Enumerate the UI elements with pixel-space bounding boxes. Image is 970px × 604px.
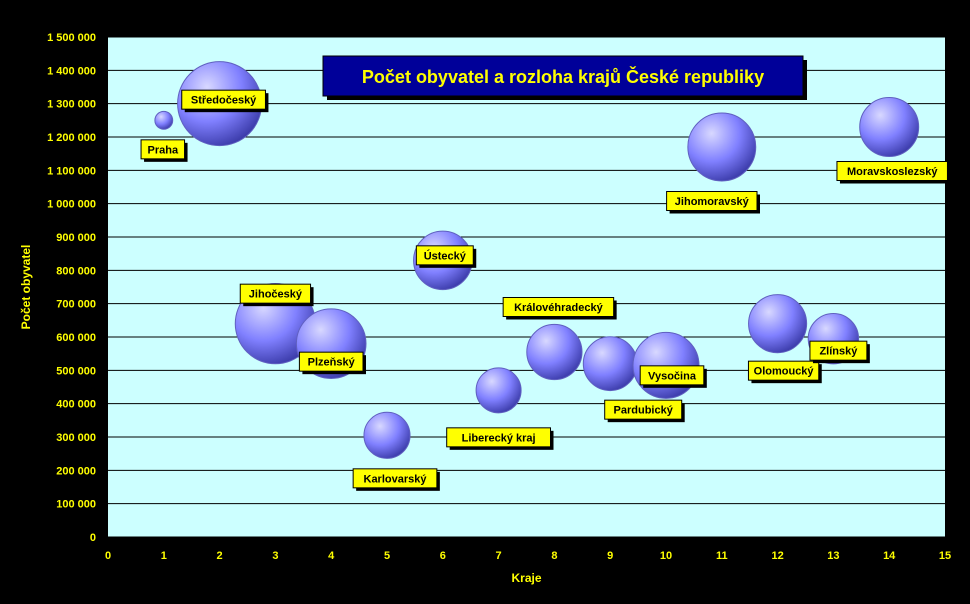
bubble-label: Liberecký kraj — [446, 427, 554, 450]
bubble-label-box — [502, 297, 615, 317]
y-tick-label: 1 200 000 — [47, 132, 96, 144]
bubble-label-text: Praha — [148, 144, 179, 156]
chart-title-background — [322, 55, 804, 97]
x-tick-label: 11 — [716, 550, 728, 562]
bubble-label-text: Královéhradecký — [514, 302, 604, 314]
bubble — [154, 110, 174, 130]
x-tick-label: 5 — [384, 550, 390, 562]
y-tick-label: 800 000 — [56, 265, 96, 277]
bubble — [687, 112, 757, 182]
x-tick-label: 8 — [551, 550, 557, 562]
bubble — [526, 323, 583, 381]
bubble-label: Vysočina — [639, 365, 707, 388]
bubble-label-box — [836, 161, 948, 181]
bubble-label: Karlovarský — [352, 468, 440, 491]
y-tick-label: 0 — [90, 532, 96, 544]
y-tick-label: 700 000 — [56, 299, 96, 311]
bubble-label-box — [639, 365, 705, 386]
bubble — [363, 411, 411, 459]
bubble-label: Praha — [140, 139, 188, 162]
x-tick-label: 9 — [607, 550, 613, 562]
bubble-label-box — [604, 399, 683, 420]
x-tick-label: 2 — [217, 550, 223, 562]
bubble — [748, 294, 808, 354]
bubble-label: Olomoucký — [747, 360, 822, 384]
bubble-label: Pardubický — [604, 399, 685, 423]
x-axis-ticks: 0 1 2 3 4 5 6 7 8 9 10 11 12 13 14 15 — [105, 550, 951, 562]
bubble-label-box — [747, 360, 820, 381]
bubble-label-text: Středočeský — [191, 95, 257, 107]
bubble-label-text: Plzeňský — [308, 357, 356, 369]
bubble-label: Moravskoslezský — [836, 161, 951, 184]
bubble-label-text: Pardubický — [614, 405, 674, 417]
bubble-label-box — [666, 191, 758, 211]
x-tick-label: 1 — [161, 550, 167, 562]
x-tick-label: 7 — [496, 550, 502, 562]
bubble-label: Královéhradecký — [502, 297, 617, 320]
y-tick-label: 1 400 000 — [47, 65, 96, 77]
bubble-label-text: Liberecký kraj — [462, 432, 536, 444]
y-axis-title: Počet obyvatel — [19, 245, 33, 330]
bubble-label-box — [181, 89, 266, 110]
y-tick-label: 1 100 000 — [47, 165, 96, 177]
y-tick-label: 1 500 000 — [47, 32, 96, 44]
bubble-label-text: Vysočina — [648, 370, 697, 382]
bubble-label-box — [239, 283, 312, 304]
x-tick-label: 6 — [440, 550, 446, 562]
y-tick-label: 200 000 — [56, 465, 96, 477]
y-tick-label: 1 000 000 — [47, 199, 96, 211]
bubble-label-box — [352, 468, 438, 489]
x-tick-label: 12 — [771, 550, 783, 562]
bubble-label-box — [415, 245, 474, 266]
bubble-label-box — [298, 351, 364, 372]
x-tick-label: 13 — [827, 550, 839, 562]
x-tick-label: 4 — [328, 550, 335, 562]
bubble-label-box — [140, 139, 186, 160]
bubble — [582, 336, 638, 392]
x-axis-title: Kraje — [511, 571, 541, 585]
chart-title: Počet obyvatel a rozloha krajů České rep… — [362, 66, 764, 87]
bubble-label: Zlínský — [809, 340, 870, 364]
y-axis-ticks: 0 100 000 200 000 300 000 400 000 500 000 600 … — [47, 32, 96, 544]
bubble-label-text: Jihomoravský — [675, 196, 750, 208]
bubble-label-text: Jihočeský — [249, 289, 303, 301]
x-tick-label: 0 — [105, 550, 111, 562]
chart-title-box: Počet obyvatel a rozloha krajů České rep… — [322, 55, 807, 100]
x-tick-label: 15 — [939, 550, 951, 562]
y-tick-label: 500 000 — [56, 365, 96, 377]
bubble-label: Ústecký — [415, 245, 477, 268]
bubble-label: Středočeský — [181, 89, 269, 113]
x-tick-label: 10 — [660, 550, 672, 562]
y-tick-label: 900 000 — [56, 232, 96, 244]
bubble-label: Plzeňský — [298, 351, 366, 375]
y-tick-label: 600 000 — [56, 332, 96, 344]
bubble-label-box — [446, 427, 552, 448]
bubble-label-text: Zlínský — [819, 346, 858, 358]
bubble-label-text: Karlovarský — [364, 473, 428, 485]
y-tick-label: 100 000 — [56, 499, 96, 511]
bubble-label-text: Olomoucký — [754, 366, 815, 378]
x-tick-label: 14 — [883, 550, 896, 562]
bubble-labels: Praha Středočeský Jihočeský Plzeňský Karlova… — [140, 89, 951, 491]
bubble-label-box — [809, 340, 868, 361]
y-tick-label: 1 300 000 — [47, 99, 96, 111]
bubble-label: Jihomoravský — [666, 191, 760, 214]
bubble — [859, 97, 920, 157]
bubble — [475, 367, 522, 414]
bubble-label: Jihočeský — [239, 283, 314, 307]
y-tick-label: 300 000 — [56, 432, 96, 444]
y-tick-label: 400 000 — [56, 399, 96, 411]
bubble-label-text: Ústecký — [424, 249, 467, 262]
x-tick-label: 3 — [272, 550, 278, 562]
bubble-label-text: Moravskoslezský — [847, 166, 938, 178]
